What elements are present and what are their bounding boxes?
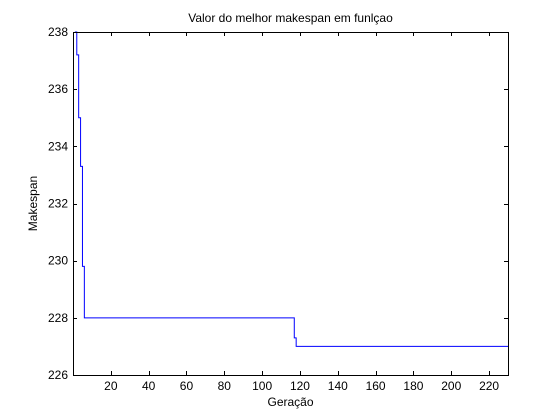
x-tick-label: 140 (328, 379, 348, 393)
x-tick-label: 60 (180, 379, 194, 393)
plot-frame (73, 32, 509, 376)
x-tick-label: 200 (441, 379, 461, 393)
y-tick-label: 230 (48, 254, 68, 268)
x-tick-label: 100 (252, 379, 272, 393)
x-tick-label: 80 (218, 379, 232, 393)
x-tick-label: 40 (142, 379, 156, 393)
y-tick-label: 236 (48, 82, 68, 96)
y-tick-label: 232 (48, 197, 68, 211)
y-tick-label: 226 (48, 368, 68, 382)
chart-title: Valor do melhor makespan em funlçao (188, 11, 393, 25)
y-tick-label: 228 (48, 311, 68, 325)
x-axis-label: Geração (267, 395, 313, 409)
y-tick-label: 238 (48, 25, 68, 39)
series-group (74, 31, 508, 347)
axis-ticks: 20 40 60 80 100 120 140 160 180 200 220 226 228 230 23… (48, 25, 508, 393)
x-tick-label: 220 (479, 379, 499, 393)
x-tick-label: 120 (290, 379, 310, 393)
y-tick-label: 234 (48, 139, 68, 153)
series-line-makespan (74, 31, 508, 347)
x-tick-label: 180 (403, 379, 423, 393)
plot-area (73, 32, 508, 375)
x-tick-label: 20 (104, 379, 118, 393)
y-axis-label: Makespan (26, 176, 40, 231)
x-tick-label: 160 (366, 379, 386, 393)
